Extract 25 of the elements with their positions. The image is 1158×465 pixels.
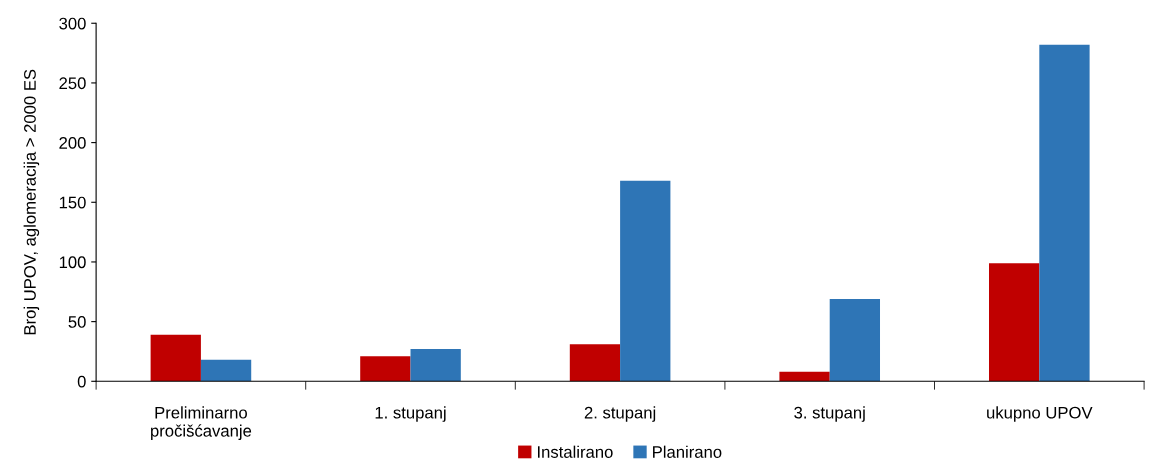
legend-label: Instalirano	[538, 445, 613, 458]
bar	[779, 371, 830, 382]
bar	[200, 359, 252, 382]
x-tick-label: ukupno UPOV	[987, 406, 1093, 422]
x-tick-label: Preliminarno pročišćavanje	[151, 406, 252, 441]
bar	[989, 263, 1040, 382]
bar	[569, 344, 621, 382]
y-tick-label: 250	[59, 77, 86, 90]
y-tick-label: 50	[68, 316, 86, 328]
x-tick-label: 2. stupanj	[584, 406, 656, 422]
y-axis-title: Broj UPOV, aglomeracija > 2000 ES	[23, 69, 40, 335]
x-tick-label: 3. stupanj	[794, 406, 865, 422]
legend-label: Planirano	[653, 445, 722, 458]
bar	[829, 298, 881, 382]
bar	[1039, 44, 1090, 382]
y-tick-label: 0	[77, 375, 86, 388]
bar	[150, 334, 201, 382]
x-tick-label: 1. stupanj	[375, 406, 446, 422]
y-tick-label: 150	[59, 196, 86, 209]
bar	[360, 356, 411, 382]
y-tick-label: 300	[59, 17, 86, 30]
y-tick-label: 100	[59, 256, 86, 269]
bar	[410, 349, 461, 382]
y-tick-label: 200	[59, 137, 86, 149]
bar	[620, 180, 671, 382]
